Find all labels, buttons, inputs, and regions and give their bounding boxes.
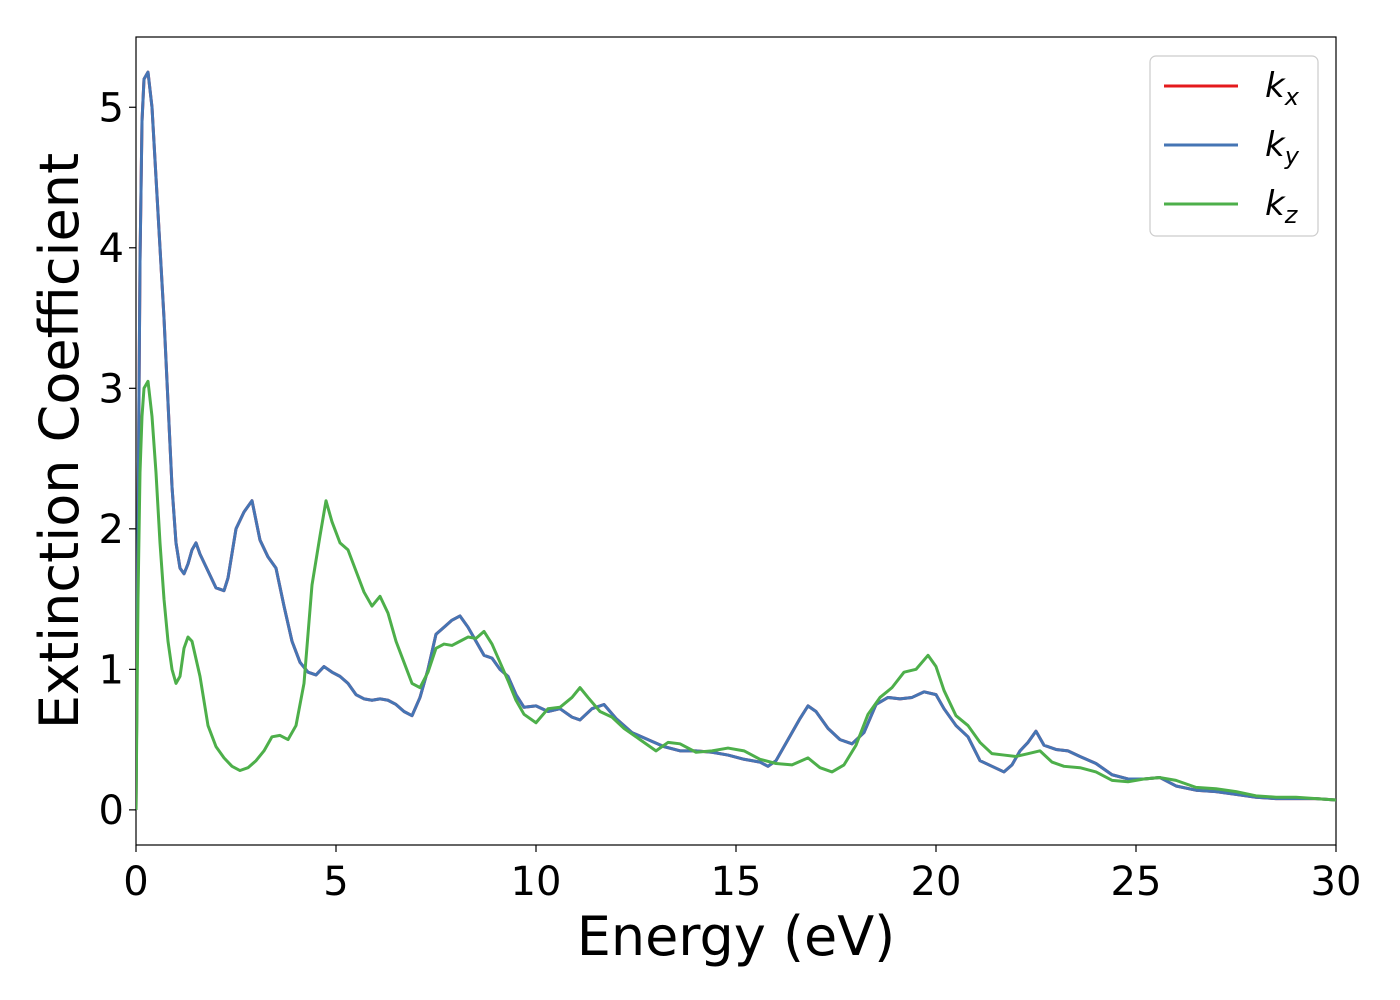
series-line-z	[136, 379, 1336, 810]
legend: kx ky kz	[1149, 55, 1319, 237]
legend-label-y: ky	[1265, 125, 1300, 170]
x-tick-label: 0	[123, 859, 148, 905]
x-tick-label: 20	[911, 859, 962, 905]
y-tick-label: 5	[99, 85, 124, 131]
legend-label-z: kz	[1265, 184, 1299, 229]
x-axis-ticks: 0 5 10 15 20 25 30	[123, 845, 1361, 905]
x-axis-label: Energy (eV)	[577, 905, 896, 968]
x-tick-label: 30	[1311, 859, 1362, 905]
y-tick-label: 1	[99, 647, 124, 693]
y-axis-ticks: 0 1 2 3 4 5	[99, 85, 136, 834]
legend-label-x: kx	[1265, 66, 1300, 111]
x-tick-label: 10	[511, 859, 562, 905]
y-tick-label: 0	[99, 788, 124, 834]
y-tick-label: 2	[99, 507, 124, 553]
y-tick-label: 4	[99, 226, 124, 272]
series-lines	[136, 70, 1336, 810]
y-axis-label: Extinction Coefficient	[28, 153, 91, 729]
y-tick-label: 3	[99, 366, 124, 412]
x-tick-label: 25	[1111, 859, 1162, 905]
x-tick-label: 5	[323, 859, 348, 905]
series-line-y	[136, 70, 1336, 810]
x-tick-label: 15	[711, 859, 762, 905]
